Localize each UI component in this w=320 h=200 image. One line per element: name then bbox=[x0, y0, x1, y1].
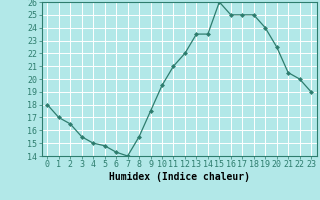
X-axis label: Humidex (Indice chaleur): Humidex (Indice chaleur) bbox=[109, 172, 250, 182]
